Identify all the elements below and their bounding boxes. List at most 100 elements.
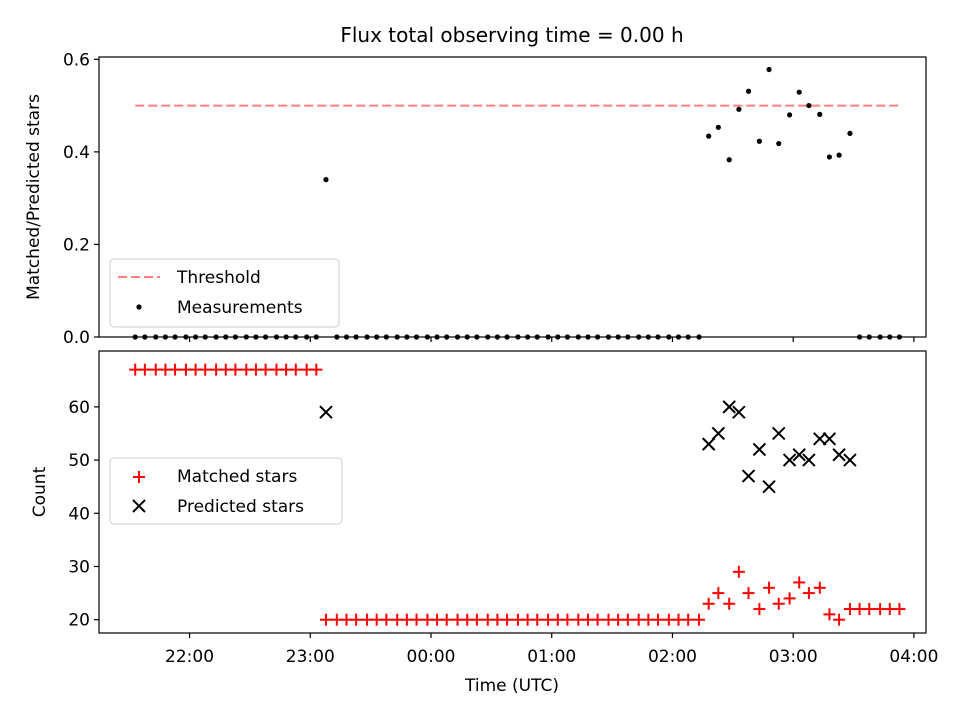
x-tick-label: 02:00 bbox=[648, 647, 697, 667]
measurement-point bbox=[847, 130, 853, 136]
matched-point bbox=[693, 613, 706, 626]
bottom-y-axis: 20 30 40 50 60 bbox=[68, 398, 99, 631]
matched-legend-label: Matched stars bbox=[177, 467, 297, 487]
bottom-x-axis: 22:00 23:00 00:00 01:00 02:00 03:00 04:00 bbox=[165, 633, 938, 667]
threshold-legend-label: Threshold bbox=[176, 268, 261, 288]
x-tick-label: 00:00 bbox=[407, 647, 456, 667]
measurement-point bbox=[836, 152, 842, 158]
matched-point bbox=[763, 581, 776, 594]
bottom-y-tick-label: 20 bbox=[68, 611, 90, 631]
predicted-legend-marker bbox=[132, 499, 146, 513]
matched-point bbox=[138, 363, 151, 376]
predicted-point bbox=[813, 432, 827, 446]
measurements-legend-marker bbox=[136, 304, 142, 310]
bottom-y-axis-label: Count bbox=[30, 466, 50, 517]
matched-point bbox=[783, 592, 796, 605]
matched-point bbox=[813, 581, 826, 594]
predicted-point bbox=[822, 432, 837, 446]
predicted-point bbox=[319, 405, 333, 419]
measurements-legend-label: Measurements bbox=[177, 298, 303, 318]
top-legend-box bbox=[109, 258, 340, 328]
measurement-point bbox=[786, 112, 793, 118]
measurement-point bbox=[715, 124, 721, 130]
predicted-point bbox=[701, 437, 716, 451]
x-tick-label: 04:00 bbox=[889, 647, 938, 667]
top-y-tick-label: 0.2 bbox=[63, 235, 90, 255]
predicted-point bbox=[741, 469, 756, 483]
predicted-point bbox=[832, 448, 846, 462]
matched-point bbox=[621, 613, 634, 626]
bottom-panel: 20 30 40 50 60 22:00 23:00 00:00 01:00 02:00 03:0… bbox=[30, 350, 938, 696]
matched-point bbox=[802, 587, 815, 600]
matched-point bbox=[380, 613, 393, 626]
predicted-point bbox=[722, 400, 736, 414]
bottom-y-tick-label: 50 bbox=[68, 451, 90, 471]
predicted-point bbox=[802, 453, 816, 467]
matched-legend-marker bbox=[133, 471, 145, 483]
matched-point bbox=[410, 613, 423, 626]
matched-point bbox=[742, 587, 755, 600]
top-y-tick-label: 0.0 bbox=[63, 328, 90, 348]
matched-point bbox=[591, 613, 604, 626]
measurement-point bbox=[736, 106, 742, 112]
top-y-axis: 0.0 0.2 0.4 0.6 bbox=[63, 50, 99, 348]
measurement-point bbox=[796, 89, 802, 95]
matched-point bbox=[893, 603, 906, 616]
matched-point bbox=[833, 613, 846, 626]
matched-point bbox=[531, 613, 544, 626]
bottom-y-tick-label: 60 bbox=[68, 398, 90, 418]
matched-point bbox=[712, 587, 725, 600]
matched-point bbox=[350, 613, 363, 626]
measurement-point bbox=[826, 154, 833, 160]
predicted-point bbox=[782, 453, 797, 467]
measurement-point bbox=[817, 111, 823, 117]
matched-point bbox=[823, 608, 836, 621]
matched-point bbox=[561, 613, 574, 626]
bottom-legend: Matched stars Predicted stars bbox=[109, 457, 343, 525]
matched-point bbox=[440, 613, 453, 626]
matched-point bbox=[259, 363, 272, 376]
matched-point bbox=[732, 565, 745, 578]
measurement-point bbox=[323, 177, 329, 183]
matched-point bbox=[169, 363, 182, 376]
x-tick-label: 01:00 bbox=[527, 647, 576, 667]
predicted-point bbox=[752, 442, 767, 457]
predicted-point bbox=[772, 426, 786, 441]
matched-point bbox=[289, 363, 302, 376]
x-tick-label: 23:00 bbox=[286, 647, 335, 667]
top-y-tick-label: 0.4 bbox=[63, 143, 90, 163]
predicted-point bbox=[843, 453, 857, 467]
measurement-point bbox=[776, 140, 782, 147]
matched-point bbox=[319, 613, 332, 626]
top-plot-frame bbox=[98, 56, 927, 338]
predicted-point bbox=[792, 448, 806, 462]
matched-point bbox=[723, 597, 736, 610]
x-axis-label: Time (UTC) bbox=[464, 676, 559, 696]
measurement-point bbox=[726, 157, 732, 163]
matched-series bbox=[129, 363, 906, 626]
measurement-point bbox=[766, 66, 772, 73]
bottom-plot-frame bbox=[98, 350, 927, 634]
top-y-axis-label: Matched/Predicted stars bbox=[24, 94, 44, 300]
matched-point bbox=[772, 597, 785, 610]
predicted-point bbox=[732, 405, 746, 419]
chart-title: Flux total observing time = 0.00 h bbox=[340, 23, 683, 47]
top-y-tick-label: 0.6 bbox=[63, 50, 90, 70]
matched-point bbox=[702, 597, 715, 610]
matched-point bbox=[682, 613, 695, 626]
x-tick-label: 22:00 bbox=[165, 647, 214, 667]
matched-point bbox=[470, 613, 483, 626]
x-tick-label: 03:00 bbox=[769, 647, 818, 667]
bottom-y-tick-label: 30 bbox=[68, 557, 90, 577]
top-x-ticks bbox=[188, 337, 915, 342]
bottom-legend-box bbox=[109, 457, 343, 525]
predicted-legend-label: Predicted stars bbox=[177, 497, 304, 517]
matched-point bbox=[229, 363, 242, 376]
matched-point bbox=[753, 603, 766, 616]
measurement-point bbox=[756, 138, 762, 144]
predicted-series bbox=[319, 400, 857, 494]
measurement-point bbox=[806, 102, 812, 109]
matched-point bbox=[651, 613, 664, 626]
measurement-point bbox=[745, 88, 752, 94]
